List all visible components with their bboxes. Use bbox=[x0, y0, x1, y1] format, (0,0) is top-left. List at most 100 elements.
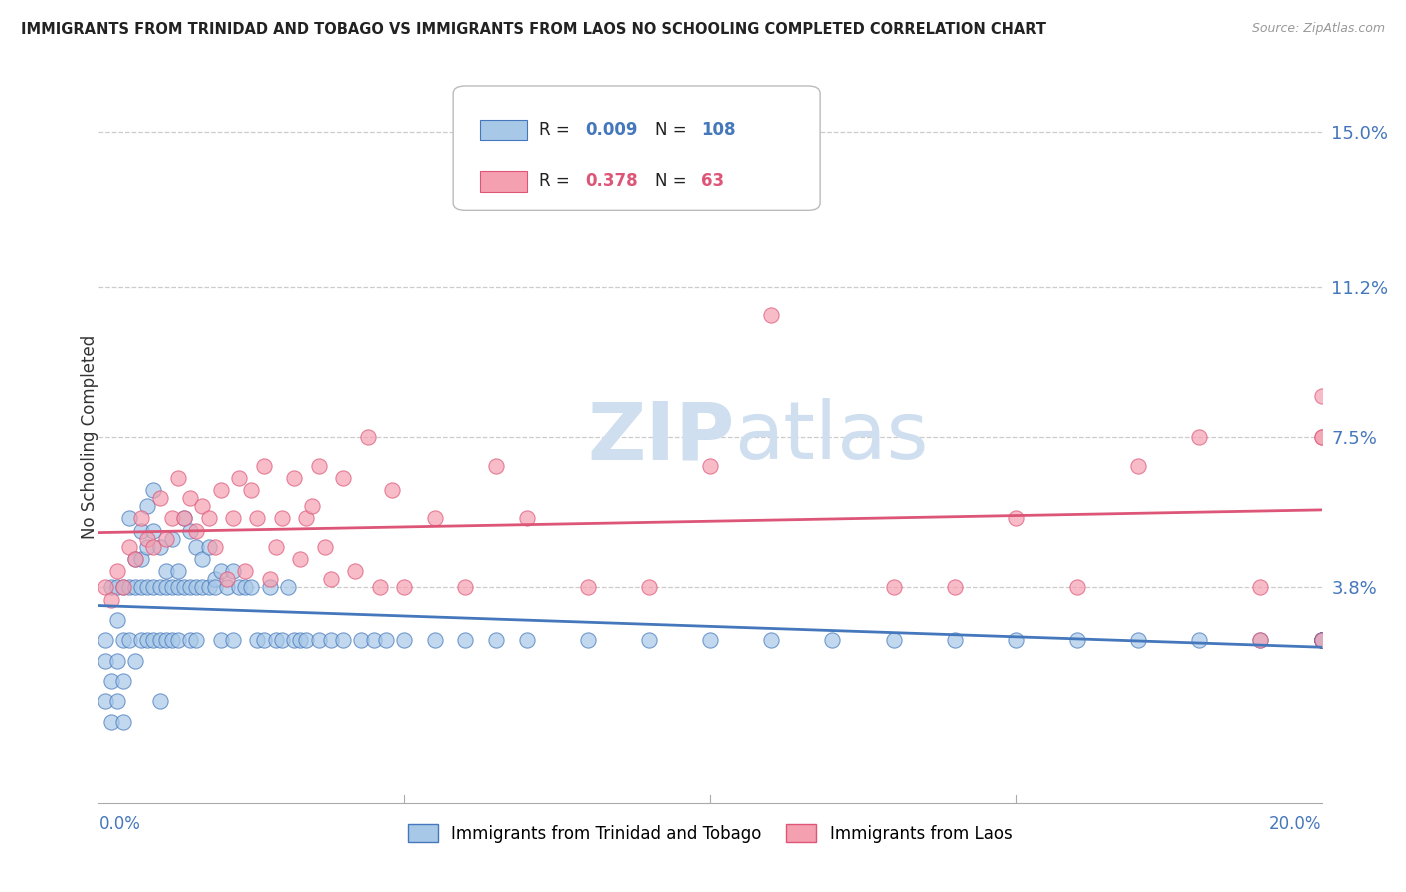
Text: R =: R = bbox=[538, 121, 575, 139]
Point bbox=[1310, 633, 1333, 648]
Point bbox=[100, 581, 122, 595]
Text: N =: N = bbox=[655, 121, 692, 139]
Point bbox=[1310, 633, 1333, 648]
Point bbox=[1310, 633, 1333, 648]
Point bbox=[155, 564, 177, 578]
Text: 20.0%: 20.0% bbox=[1270, 815, 1322, 833]
Point bbox=[149, 540, 172, 554]
Point bbox=[186, 581, 208, 595]
Text: R =: R = bbox=[538, 172, 575, 190]
Point bbox=[209, 564, 232, 578]
Point bbox=[191, 552, 214, 566]
Point bbox=[149, 633, 172, 648]
Point bbox=[129, 552, 152, 566]
Point bbox=[1310, 633, 1333, 648]
Point bbox=[1188, 633, 1211, 648]
Point bbox=[1310, 389, 1333, 403]
Point bbox=[197, 581, 219, 595]
Point bbox=[129, 581, 152, 595]
Point bbox=[308, 633, 330, 648]
Point bbox=[516, 511, 538, 525]
Point bbox=[1310, 633, 1333, 648]
Point bbox=[1004, 511, 1026, 525]
Point bbox=[118, 511, 141, 525]
Point bbox=[363, 633, 385, 648]
Point bbox=[142, 540, 165, 554]
Point bbox=[240, 581, 263, 595]
Point bbox=[136, 633, 159, 648]
Point bbox=[149, 491, 172, 505]
Point bbox=[1310, 633, 1333, 648]
Point bbox=[93, 694, 115, 708]
Point bbox=[186, 524, 208, 538]
Point bbox=[93, 654, 115, 668]
Point bbox=[356, 430, 378, 444]
Text: Source: ZipAtlas.com: Source: ZipAtlas.com bbox=[1251, 22, 1385, 36]
Point bbox=[368, 581, 391, 595]
Y-axis label: No Schooling Completed: No Schooling Completed bbox=[82, 335, 98, 539]
Point bbox=[173, 581, 195, 595]
Text: 0.378: 0.378 bbox=[585, 172, 638, 190]
Point bbox=[283, 471, 305, 485]
Point bbox=[332, 633, 354, 648]
Point bbox=[124, 654, 146, 668]
Point bbox=[118, 581, 141, 595]
Point bbox=[485, 633, 508, 648]
Point bbox=[111, 714, 134, 729]
Point bbox=[204, 540, 226, 554]
Point bbox=[204, 581, 226, 595]
Point bbox=[111, 581, 134, 595]
Point bbox=[314, 540, 336, 554]
Point bbox=[191, 499, 214, 513]
Point bbox=[160, 633, 183, 648]
Point bbox=[228, 471, 250, 485]
Point bbox=[118, 633, 141, 648]
Point bbox=[173, 511, 195, 525]
Point bbox=[93, 581, 115, 595]
Point bbox=[179, 491, 201, 505]
Point bbox=[1066, 581, 1088, 595]
Point bbox=[209, 483, 232, 497]
Point bbox=[222, 633, 245, 648]
Point bbox=[240, 483, 263, 497]
Point bbox=[516, 633, 538, 648]
Point bbox=[344, 564, 367, 578]
Point bbox=[270, 633, 292, 648]
Point bbox=[105, 564, 128, 578]
Point bbox=[149, 581, 172, 595]
Point bbox=[1310, 633, 1333, 648]
Point bbox=[1128, 633, 1150, 648]
Point bbox=[454, 633, 477, 648]
Point bbox=[883, 633, 905, 648]
Point bbox=[136, 532, 159, 546]
Point bbox=[136, 581, 159, 595]
Point bbox=[295, 633, 318, 648]
Point bbox=[215, 581, 238, 595]
Point bbox=[111, 633, 134, 648]
Point bbox=[100, 714, 122, 729]
Point bbox=[100, 592, 122, 607]
Point bbox=[111, 581, 134, 595]
Point bbox=[160, 511, 183, 525]
Point bbox=[155, 581, 177, 595]
Point bbox=[179, 581, 201, 595]
Point bbox=[222, 511, 245, 525]
Text: ZIP: ZIP bbox=[588, 398, 734, 476]
Point bbox=[392, 581, 416, 595]
Point bbox=[222, 564, 245, 578]
Point bbox=[1310, 633, 1333, 648]
Point bbox=[308, 458, 330, 473]
Point bbox=[392, 633, 416, 648]
Point bbox=[821, 633, 844, 648]
Point bbox=[167, 471, 190, 485]
Point bbox=[215, 572, 238, 586]
Point bbox=[149, 694, 172, 708]
FancyBboxPatch shape bbox=[453, 86, 820, 211]
Point bbox=[637, 581, 661, 595]
Point bbox=[637, 633, 661, 648]
Point bbox=[233, 564, 256, 578]
Point bbox=[105, 694, 128, 708]
Point bbox=[264, 633, 287, 648]
Point bbox=[136, 499, 159, 513]
Point bbox=[1310, 430, 1333, 444]
